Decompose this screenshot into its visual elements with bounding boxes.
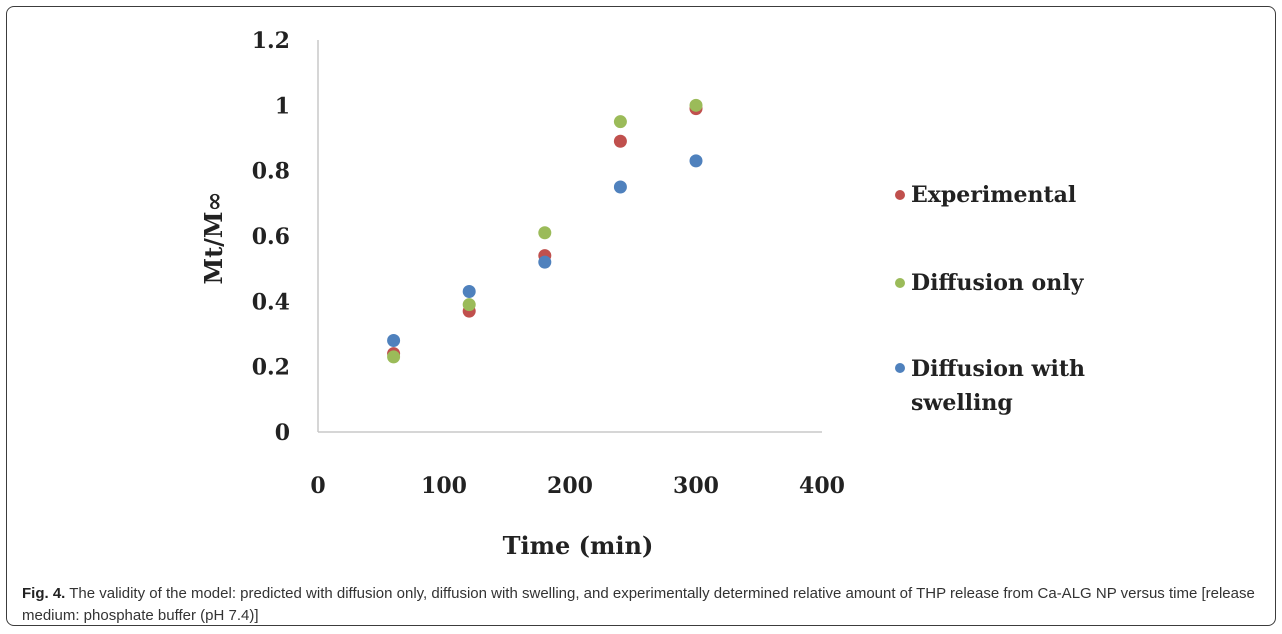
legend-item-diffusion-only: Diffusion only [895,270,1085,296]
caption-text: The validity of the model: predicted wit… [22,585,1255,624]
x-tick-label: 300 [673,473,719,499]
legend-marker-diffusion-only [895,278,905,288]
legend-label-diffusion-with-swelling: Diffusion with swelling [911,356,1093,416]
scatter-chart: 0 0.2 0.4 0.6 0.8 1 1.2 0 100 200 300 400 Mt/M∞ Tim… [199,28,1093,560]
y-tick-label: 1.2 [252,28,290,54]
tick-labels: 0 0.2 0.4 0.6 0.8 1 1.2 0 100 200 300 400 [252,28,845,499]
point-diffusion-only [387,350,401,364]
x-tick-label: 200 [547,473,593,499]
y-tick-label: 0.6 [252,224,290,250]
y-tick-label: 0.8 [252,159,290,185]
legend-marker-experimental [895,190,905,200]
data-points [387,98,703,364]
y-tick-label: 1 [275,93,290,119]
point-diffusion-with-swelling [689,154,703,168]
point-diffusion-only [538,226,552,240]
caption-label: Fig. 4. [22,585,66,602]
point-diffusion-only [689,98,703,112]
figure-frame [6,6,1276,626]
y-tick-label: 0.2 [252,355,290,381]
point-diffusion-only [613,115,627,129]
y-tick-label: 0 [275,420,290,446]
legend-label-diffusion-only: Diffusion only [911,270,1085,296]
point-experimental [613,134,627,148]
axes [317,40,822,433]
y-axis-title: Mt/M∞ [199,192,228,285]
point-diffusion-with-swelling [613,180,627,194]
x-tick-label: 0 [310,473,325,499]
legend-item-diffusion-with-swelling: Diffusion with swelling [895,356,1093,416]
point-diffusion-with-swelling [387,334,401,348]
figure-caption: Fig. 4. The validity of the model: predi… [22,583,1262,627]
point-diffusion-with-swelling [538,255,552,269]
x-axis-title: Time (min) [503,531,654,560]
x-tick-label: 400 [799,473,845,499]
x-tick-label: 100 [421,473,467,499]
legend-label-experimental: Experimental [911,182,1076,208]
y-tick-label: 0.4 [252,289,290,315]
point-diffusion-with-swelling [462,285,476,299]
legend: Experimental Diffusion only Diffusion wi… [895,182,1093,416]
legend-marker-diffusion-with-swelling [895,363,905,373]
point-diffusion-only [462,298,476,312]
legend-item-experimental: Experimental [895,182,1076,208]
